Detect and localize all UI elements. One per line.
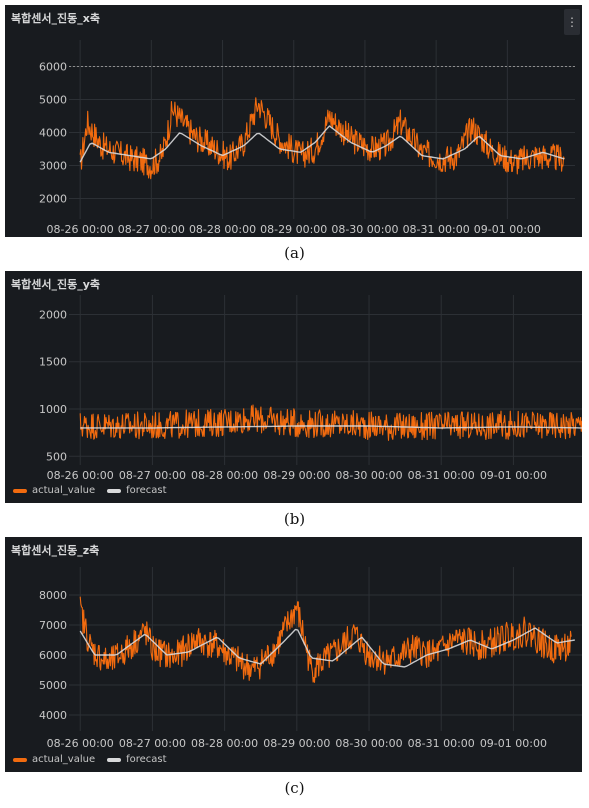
legend-item-forecast[interactable]: forecast xyxy=(107,485,167,496)
x-tick-label: 09-01 00:00 xyxy=(480,737,547,750)
legend-swatch-forecast xyxy=(107,757,122,762)
legend-swatch-forecast xyxy=(107,488,122,493)
y-tick-label: 5000 xyxy=(39,679,67,692)
chart-y: 500 1000 1500 2000 08-26 00:00 08-27 00:00 08-… xyxy=(39,295,582,482)
legend-label-actual: actual_value xyxy=(32,485,96,496)
x-tick-label: 08-31 00:00 xyxy=(408,737,475,750)
chart-panel-z: 복합센서_진동_z축 4000 5000 6000 7000 8000 08-26 00:… xyxy=(5,537,582,772)
caption-a: (a) xyxy=(284,244,305,262)
x-tick-label: 08-28 00:00 xyxy=(191,469,258,482)
y-tick-label: 6000 xyxy=(39,649,67,662)
chart-panel-x: 복합센서_진동_x축 ⋮ 2000 3000 4000 5000 6000 08-26 0… xyxy=(5,5,582,237)
y-tick-label: 2000 xyxy=(39,193,67,206)
series-line-actual xyxy=(79,596,572,683)
legend-label-actual: actual_value xyxy=(32,754,96,765)
x-tick-label: 08-29 00:00 xyxy=(260,223,327,236)
series-line-actual xyxy=(79,97,565,180)
x-tick-label: 08-27 00:00 xyxy=(119,469,186,482)
x-tick-label: 08-29 00:00 xyxy=(263,469,330,482)
caption-b: (b) xyxy=(283,510,306,528)
y-tick-label: 6000 xyxy=(39,61,67,74)
legend-swatch-actual xyxy=(13,757,27,762)
legend-item-actual[interactable]: actual_value xyxy=(13,485,95,496)
series-line-forecast xyxy=(80,425,582,429)
x-tick-label: 08-28 00:00 xyxy=(191,737,258,750)
panel-title: 복합센서_진동_x축 xyxy=(11,12,100,25)
chart-panel-y: 복합센서_진동_y축 500 1000 1500 2000 08-26 00:00 08-… xyxy=(5,271,582,503)
kebab-menu-icon[interactable]: ⋮ xyxy=(564,9,580,35)
y-tick-label: 1000 xyxy=(39,403,67,416)
x-tick-label: 08-31 00:00 xyxy=(408,469,475,482)
y-tick-label: 3000 xyxy=(39,160,67,173)
y-tick-label: 500 xyxy=(46,450,67,463)
legend-item-forecast[interactable]: forecast xyxy=(107,754,167,765)
x-tick-label: 08-26 00:00 xyxy=(47,223,114,236)
panel-title: 복합센서_진동_z축 xyxy=(11,544,100,557)
x-tick-label: 08-28 00:00 xyxy=(189,223,256,236)
y-tick-label: 1500 xyxy=(39,356,67,369)
y-tick-label: 2000 xyxy=(39,308,67,321)
x-tick-label: 08-31 00:00 xyxy=(403,223,470,236)
series-line-forecast xyxy=(79,627,575,668)
x-tick-label: 08-30 00:00 xyxy=(335,469,402,482)
y-tick-label: 4000 xyxy=(39,127,67,140)
legend-label-forecast: forecast xyxy=(126,485,167,496)
series-line-actual xyxy=(79,404,582,441)
x-tick-label: 09-01 00:00 xyxy=(480,469,547,482)
legend-swatch-actual xyxy=(13,488,27,493)
legend-item-actual[interactable]: actual_value xyxy=(13,754,95,765)
x-tick-label: 08-26 00:00 xyxy=(47,469,114,482)
x-tick-label: 08-30 00:00 xyxy=(331,223,398,236)
x-tick-label: 08-29 00:00 xyxy=(263,737,330,750)
y-tick-label: 8000 xyxy=(39,589,67,602)
x-tick-label: 08-26 00:00 xyxy=(47,737,114,750)
x-tick-label: 08-27 00:00 xyxy=(119,737,186,750)
y-tick-label: 7000 xyxy=(39,619,67,632)
x-tick-label: 08-30 00:00 xyxy=(335,737,402,750)
series-line-forecast xyxy=(79,125,565,163)
chart-x: 2000 3000 4000 5000 6000 08-26 00:00 08-27 00:… xyxy=(39,40,575,236)
legend-label-forecast: forecast xyxy=(126,754,167,765)
caption-c: (c) xyxy=(284,779,305,797)
y-tick-label: 5000 xyxy=(39,94,67,107)
x-tick-label: 09-01 00:00 xyxy=(474,223,541,236)
y-tick-label: 4000 xyxy=(39,709,67,722)
panel-title: 복합센서_진동_y축 xyxy=(11,278,101,291)
legend: actual_value forecast xyxy=(13,485,167,496)
legend: actual_value forecast xyxy=(13,754,167,765)
x-tick-label: 08-27 00:00 xyxy=(118,223,185,236)
chart-z: 4000 5000 6000 7000 8000 08-26 00:00 08-27 00:… xyxy=(39,567,582,750)
